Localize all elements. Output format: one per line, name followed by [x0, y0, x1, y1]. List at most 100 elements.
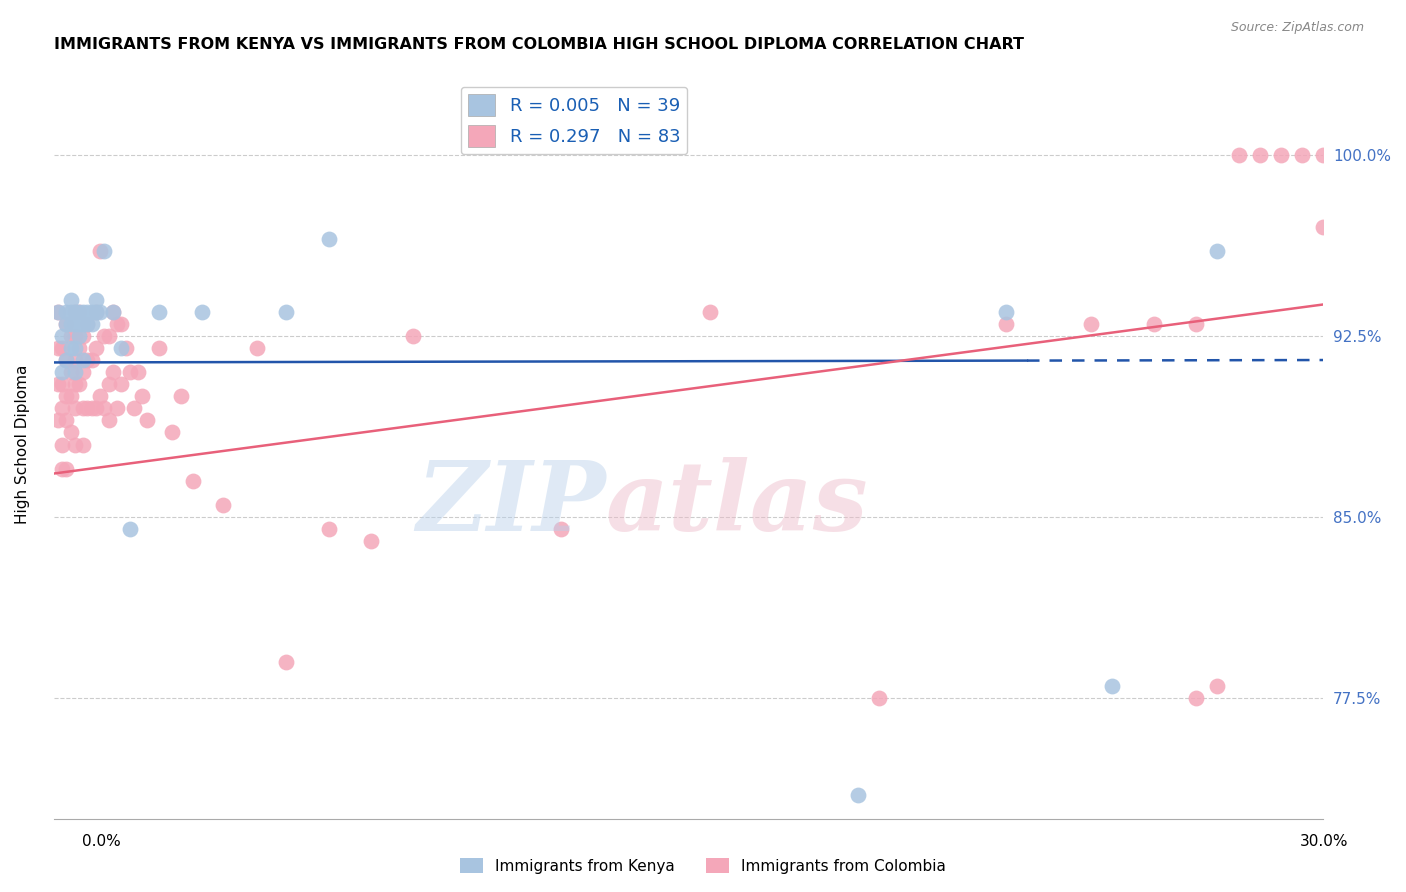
Point — [114, 341, 136, 355]
Point — [51, 329, 73, 343]
Point — [1249, 147, 1271, 161]
Point — [51, 341, 73, 355]
Point — [55, 389, 77, 403]
Point — [72, 401, 94, 416]
Point — [76, 353, 98, 368]
Text: 0.0%: 0.0% — [82, 834, 121, 848]
Point — [55, 317, 77, 331]
Point — [118, 365, 141, 379]
Point — [97, 413, 120, 427]
Y-axis label: High School Diploma: High School Diploma — [15, 365, 30, 524]
Point — [181, 474, 204, 488]
Point — [550, 522, 572, 536]
Point — [59, 389, 82, 403]
Point — [51, 437, 73, 451]
Point — [97, 377, 120, 392]
Point — [55, 353, 77, 368]
Point — [1206, 244, 1229, 259]
Point — [46, 413, 69, 427]
Point — [59, 304, 82, 318]
Point — [122, 401, 145, 416]
Point — [246, 341, 269, 355]
Point — [63, 317, 86, 331]
Point — [51, 401, 73, 416]
Point — [55, 304, 77, 318]
Point — [80, 304, 103, 318]
Point — [76, 304, 98, 318]
Point — [97, 329, 120, 343]
Point — [80, 353, 103, 368]
Point — [118, 522, 141, 536]
Point — [72, 353, 94, 368]
Point — [72, 437, 94, 451]
Point — [868, 691, 890, 706]
Point — [110, 377, 132, 392]
Point — [84, 341, 107, 355]
Point — [110, 341, 132, 355]
Point — [67, 304, 90, 318]
Point — [1312, 220, 1334, 235]
Point — [55, 353, 77, 368]
Point — [131, 389, 153, 403]
Point — [63, 341, 86, 355]
Point — [76, 317, 98, 331]
Point — [127, 365, 149, 379]
Point — [89, 389, 111, 403]
Point — [67, 341, 90, 355]
Point — [1185, 317, 1208, 331]
Point — [276, 655, 298, 669]
Point — [994, 304, 1017, 318]
Legend: R = 0.005   N = 39, R = 0.297   N = 83: R = 0.005 N = 39, R = 0.297 N = 83 — [461, 87, 688, 154]
Point — [59, 317, 82, 331]
Point — [72, 329, 94, 343]
Point — [190, 304, 212, 318]
Point — [67, 377, 90, 392]
Point — [93, 244, 115, 259]
Point — [402, 329, 425, 343]
Point — [76, 401, 98, 416]
Point — [105, 401, 128, 416]
Point — [846, 788, 869, 802]
Point — [80, 317, 103, 331]
Point — [46, 304, 69, 318]
Point — [1101, 679, 1123, 693]
Point — [55, 461, 77, 475]
Point — [59, 365, 82, 379]
Point — [93, 329, 115, 343]
Point — [72, 304, 94, 318]
Point — [89, 244, 111, 259]
Point — [63, 304, 86, 318]
Point — [67, 304, 90, 318]
Point — [59, 341, 82, 355]
Point — [72, 317, 94, 331]
Text: 30.0%: 30.0% — [1301, 834, 1348, 848]
Point — [67, 317, 90, 331]
Legend: Immigrants from Kenya, Immigrants from Colombia: Immigrants from Kenya, Immigrants from C… — [454, 852, 952, 880]
Point — [105, 317, 128, 331]
Point — [1185, 691, 1208, 706]
Point — [72, 365, 94, 379]
Point — [1312, 147, 1334, 161]
Point — [101, 365, 124, 379]
Point — [84, 401, 107, 416]
Point — [63, 329, 86, 343]
Point — [169, 389, 191, 403]
Point — [63, 365, 86, 379]
Point — [76, 317, 98, 331]
Point — [93, 401, 115, 416]
Text: ZIP: ZIP — [416, 458, 606, 551]
Point — [1080, 317, 1102, 331]
Point — [59, 329, 82, 343]
Point — [699, 304, 721, 318]
Point — [1270, 147, 1292, 161]
Point — [1206, 679, 1229, 693]
Point — [84, 304, 107, 318]
Point — [51, 461, 73, 475]
Point — [360, 534, 382, 549]
Point — [63, 353, 86, 368]
Point — [84, 304, 107, 318]
Point — [59, 425, 82, 440]
Point — [110, 317, 132, 331]
Point — [46, 341, 69, 355]
Point — [80, 401, 103, 416]
